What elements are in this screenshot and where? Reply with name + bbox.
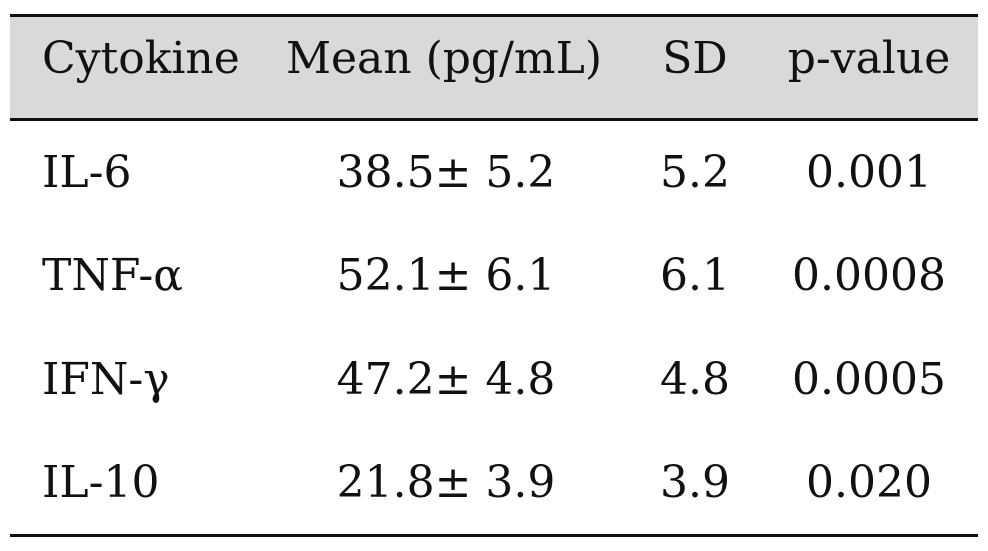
cell-cytokine: TNF-α xyxy=(42,250,183,301)
header-cytokine: Cytokine xyxy=(10,14,258,121)
cell-sd: 6.1 xyxy=(660,250,730,301)
cell-mean: 52.1± 6.1 xyxy=(336,250,556,301)
table-header: Cytokine Mean (pg/mL) SD p-value xyxy=(10,14,978,121)
cell-mean: 38.5± 5.2 xyxy=(336,146,556,198)
cell-sd: 3.9 xyxy=(630,431,760,537)
header-sd: SD xyxy=(630,14,760,121)
cell-p-value: 0.0008 xyxy=(792,250,946,301)
cell-sd: 5.2 xyxy=(660,146,730,198)
cell-p-value: 0.0005 xyxy=(792,354,946,405)
table-row: IL-10 21.8± 3.9 3.9 0.020 xyxy=(10,431,978,537)
cell-p-value: 0.020 xyxy=(760,431,978,537)
header-mean: Mean (pg/mL) xyxy=(258,14,630,121)
cytokine-table: Cytokine Mean (pg/mL) SD p-value IL-6 38… xyxy=(10,14,978,537)
header-p-value: p-value xyxy=(760,14,978,121)
table-row: TNF-α 52.1± 6.1 6.1 0.0008 xyxy=(10,224,978,328)
cell-cytokine: IFN-γ xyxy=(42,354,170,405)
table-row: IFN-γ 47.2± 4.8 4.8 0.0005 xyxy=(10,328,978,432)
cell-mean: 47.2± 4.8 xyxy=(336,354,556,405)
table-row: IL-6 38.5± 5.2 5.2 0.001 xyxy=(10,120,978,224)
cytokine-table-container: Cytokine Mean (pg/mL) SD p-value IL-6 38… xyxy=(10,14,978,537)
header-row: Cytokine Mean (pg/mL) SD p-value xyxy=(10,14,978,121)
table-body: IL-6 38.5± 5.2 5.2 0.001 TNF-α 52.1± 6.1… xyxy=(10,120,978,537)
cell-sd: 4.8 xyxy=(660,354,730,405)
cell-mean: 21.8± 3.9 xyxy=(258,431,630,537)
cell-cytokine: IL-6 xyxy=(42,146,132,198)
cell-p-value: 0.001 xyxy=(806,146,932,198)
cell-cytokine: IL-10 xyxy=(10,431,258,537)
